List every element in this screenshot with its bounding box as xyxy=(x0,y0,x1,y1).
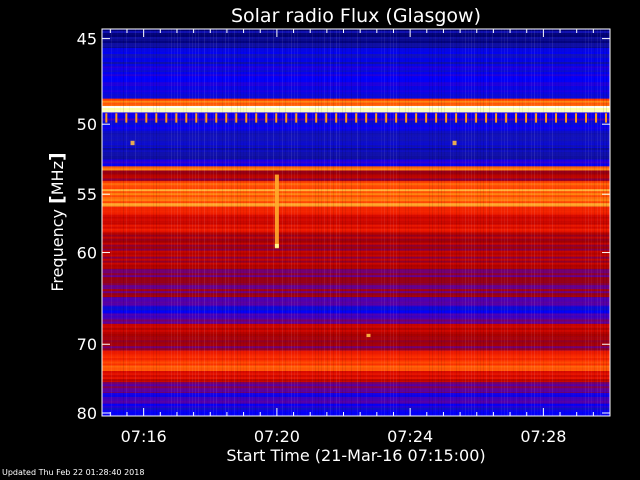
x-tick-label: 07:16 xyxy=(121,427,167,446)
frequency-band xyxy=(102,323,610,337)
y-tick-label: 80 xyxy=(77,404,97,423)
frequency-band xyxy=(102,159,610,167)
radio-burst xyxy=(452,140,457,146)
y-tick-label: 50 xyxy=(77,115,97,134)
frequency-band xyxy=(102,121,610,134)
plot-frame xyxy=(101,28,611,417)
frequency-band xyxy=(102,48,610,67)
x-axis-title: Start Time (21-Mar-16 07:15:00) xyxy=(226,446,485,465)
x-tick-label: 07:28 xyxy=(520,427,566,446)
frequency-band xyxy=(102,166,610,171)
frequency-band xyxy=(102,359,610,372)
time-variation xyxy=(111,29,607,416)
radio-burst xyxy=(274,174,279,248)
frequency-band xyxy=(102,232,610,270)
frequency-band xyxy=(102,66,610,99)
frequency-band xyxy=(102,382,610,393)
frequency-band xyxy=(102,29,610,49)
frequency-band xyxy=(102,306,610,314)
frequency-band xyxy=(102,98,610,107)
y-tick-label: 55 xyxy=(77,185,97,204)
plot-area xyxy=(102,29,610,416)
y-axis-unit: MHz xyxy=(48,161,67,195)
y-axis: 45 50 55 60 70 80 xyxy=(77,30,610,423)
radio-burst xyxy=(366,333,371,338)
frequency-band xyxy=(102,148,610,160)
x-axis: 07:16 07:20 07:24 07:28 xyxy=(109,29,611,446)
radio-burst xyxy=(130,140,135,146)
frequency-band xyxy=(102,392,610,404)
y-tick-label: 70 xyxy=(77,335,97,354)
frequency-band xyxy=(102,313,610,324)
y-tick-label: 60 xyxy=(77,244,97,263)
frequency-band xyxy=(102,350,610,360)
frequency-band xyxy=(102,336,610,351)
frequency-band xyxy=(102,106,610,113)
chart-title: Solar radio Flux (Glasgow) xyxy=(231,5,481,27)
y-axis-bracket-left: [ xyxy=(46,195,68,204)
y-axis-bracket-right: ] xyxy=(46,152,68,161)
y-axis-title: Frequency [MHz] xyxy=(46,152,68,291)
radio-burst xyxy=(274,243,279,249)
y-axis-title-text: Frequency xyxy=(48,204,67,292)
frequency-band xyxy=(102,206,610,233)
frequency-band xyxy=(102,269,610,298)
frequency-band xyxy=(102,170,610,182)
interference-comb xyxy=(105,113,608,123)
y-tick-label: 45 xyxy=(77,30,97,49)
frequency-band xyxy=(102,403,610,416)
frequency-band xyxy=(102,181,610,207)
updated-timestamp: Updated Thu Feb 22 01:28:40 2018 xyxy=(2,468,145,477)
x-tick-label: 07:20 xyxy=(254,427,300,446)
frequency-band xyxy=(102,371,610,383)
frequency-band xyxy=(102,133,610,149)
x-tick-label: 07:24 xyxy=(387,427,433,446)
frequency-band xyxy=(102,297,610,307)
